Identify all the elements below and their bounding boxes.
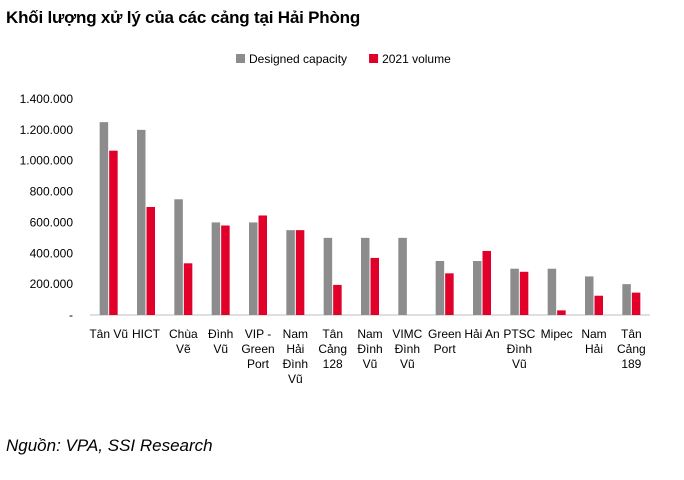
bar-designed-capacity — [249, 222, 258, 315]
x-category-label: Đình Vũ — [208, 327, 233, 356]
x-category-label-line: Đình — [357, 342, 382, 356]
x-category-label: Hải An — [464, 327, 499, 341]
x-category-label-line: VIP - — [245, 327, 271, 341]
x-category-label-line: Nam — [283, 327, 308, 341]
x-category-label-line: Port — [247, 357, 270, 371]
y-tick-label: 1.400.000 — [20, 92, 74, 106]
x-category-label: VIP -Green Port — [241, 327, 274, 371]
bar-2021-volume — [594, 295, 603, 315]
x-category-label-line: HICT — [132, 327, 161, 341]
y-tick-label: 200.000 — [30, 277, 74, 291]
legend-swatch — [369, 54, 379, 63]
x-category-label-line: Nam — [357, 327, 382, 341]
y-tick-label: 600.000 — [30, 215, 74, 229]
x-category-label-line: Đình — [507, 342, 532, 356]
x-category-label-line: Hải An — [464, 327, 499, 341]
bar-designed-capacity — [361, 237, 370, 315]
bar-2021-volume — [183, 263, 193, 315]
chart-title: Khối lượng xử lý của các cảng tại Hải Ph… — [6, 8, 361, 27]
bar-designed-capacity — [547, 268, 557, 315]
x-category-label: Chùa Vẽ — [169, 327, 198, 356]
x-category-label: Nam Hải — [581, 327, 606, 356]
y-tick-label: 1.000.000 — [20, 154, 74, 168]
x-category-label: Tân Cảng 189 — [617, 327, 646, 371]
legend-label: Designed capacity — [249, 52, 347, 66]
y-tick-label: 800.000 — [30, 185, 74, 199]
x-category-label-line: 189 — [621, 357, 641, 371]
y-tick-label: - — [69, 308, 73, 322]
x-category-label-line: Đình — [208, 327, 233, 341]
x-category-label: Nam Hải Đình Vũ — [283, 327, 308, 386]
bar-designed-capacity — [435, 261, 445, 315]
bar-2021-volume — [557, 310, 566, 315]
bar-designed-capacity — [174, 199, 183, 315]
x-category-label-line: Green — [241, 342, 274, 356]
bar-2021-volume — [482, 250, 491, 315]
x-category-label: Tân Cảng 128 — [318, 327, 347, 371]
bar-2021-volume — [445, 273, 454, 315]
x-category-label: Green Port — [428, 327, 461, 356]
x-category-label-line: Port — [434, 342, 457, 356]
bar-2021-volume — [109, 150, 118, 315]
x-category-label-line: Hải — [585, 342, 603, 356]
x-category-label: Nam Đình Vũ — [357, 327, 382, 371]
bar-2021-volume — [258, 215, 267, 315]
bar-designed-capacity — [137, 129, 146, 315]
x-category-label-line: Tân Vũ — [89, 327, 128, 341]
y-tick-label: 1.200.000 — [20, 123, 74, 137]
bar-designed-capacity — [323, 237, 333, 315]
y-tick-label: 400.000 — [30, 246, 74, 260]
x-category-label: Tân Vũ — [89, 327, 128, 341]
bar-2021-volume — [631, 292, 641, 315]
x-category-label-line: Nam — [581, 327, 606, 341]
x-category-label-line: Mipec — [541, 327, 573, 341]
bar-2021-volume — [146, 207, 155, 315]
x-category-label-line: Tân — [621, 327, 642, 341]
x-category-label-line: Vẽ — [176, 342, 191, 356]
bar-designed-capacity — [510, 268, 519, 315]
bar-designed-capacity — [398, 237, 407, 315]
x-category-label-line: Chùa — [169, 327, 198, 341]
x-category-label-line: Cảng — [318, 342, 347, 356]
x-category-label: PTSC Đình Vũ — [503, 327, 535, 371]
x-category-label-line: Tân — [322, 327, 343, 341]
bar-2021-volume — [333, 284, 342, 315]
bar-designed-capacity — [211, 222, 221, 315]
x-category-label: Mipec — [541, 327, 573, 341]
x-category-label-line: VIMC — [392, 327, 422, 341]
x-category-label-line: 128 — [323, 357, 343, 371]
bar-designed-capacity — [286, 230, 295, 315]
x-category-label: VIMC Đình Vũ — [392, 327, 422, 371]
bar-designed-capacity — [622, 284, 631, 315]
x-category-label-line: PTSC — [503, 327, 535, 341]
source-note: Nguồn: VPA, SSI Research — [6, 436, 213, 455]
x-category-label-line: Đình — [283, 357, 308, 371]
bar-2021-volume — [295, 230, 305, 315]
x-category-label-line: Cảng — [617, 342, 646, 356]
bar-2021-volume — [370, 257, 379, 315]
bar-designed-capacity — [473, 261, 482, 315]
bar-2021-volume — [221, 225, 230, 315]
bar-chart: - 200.000 400.000 600.000 800.000 1.000.000 1.… — [20, 52, 650, 386]
x-category-label-line: Vũ — [512, 357, 527, 371]
x-category-label-line: Vũ — [400, 357, 415, 371]
bar-2021-volume — [519, 271, 529, 315]
x-category-label: HICT — [132, 327, 161, 341]
x-category-label-line: Đình — [395, 342, 420, 356]
bar-designed-capacity — [99, 122, 109, 316]
x-category-label-line: Green — [428, 327, 461, 341]
x-category-label-line: Hải — [286, 342, 304, 356]
legend-label: 2021 volume — [382, 52, 451, 66]
bar-designed-capacity — [585, 276, 594, 315]
x-category-label-line: Vũ — [213, 342, 228, 356]
x-category-label-line: Vũ — [363, 357, 378, 371]
x-category-label-line: Vũ — [288, 372, 303, 386]
legend-swatch — [236, 54, 245, 63]
